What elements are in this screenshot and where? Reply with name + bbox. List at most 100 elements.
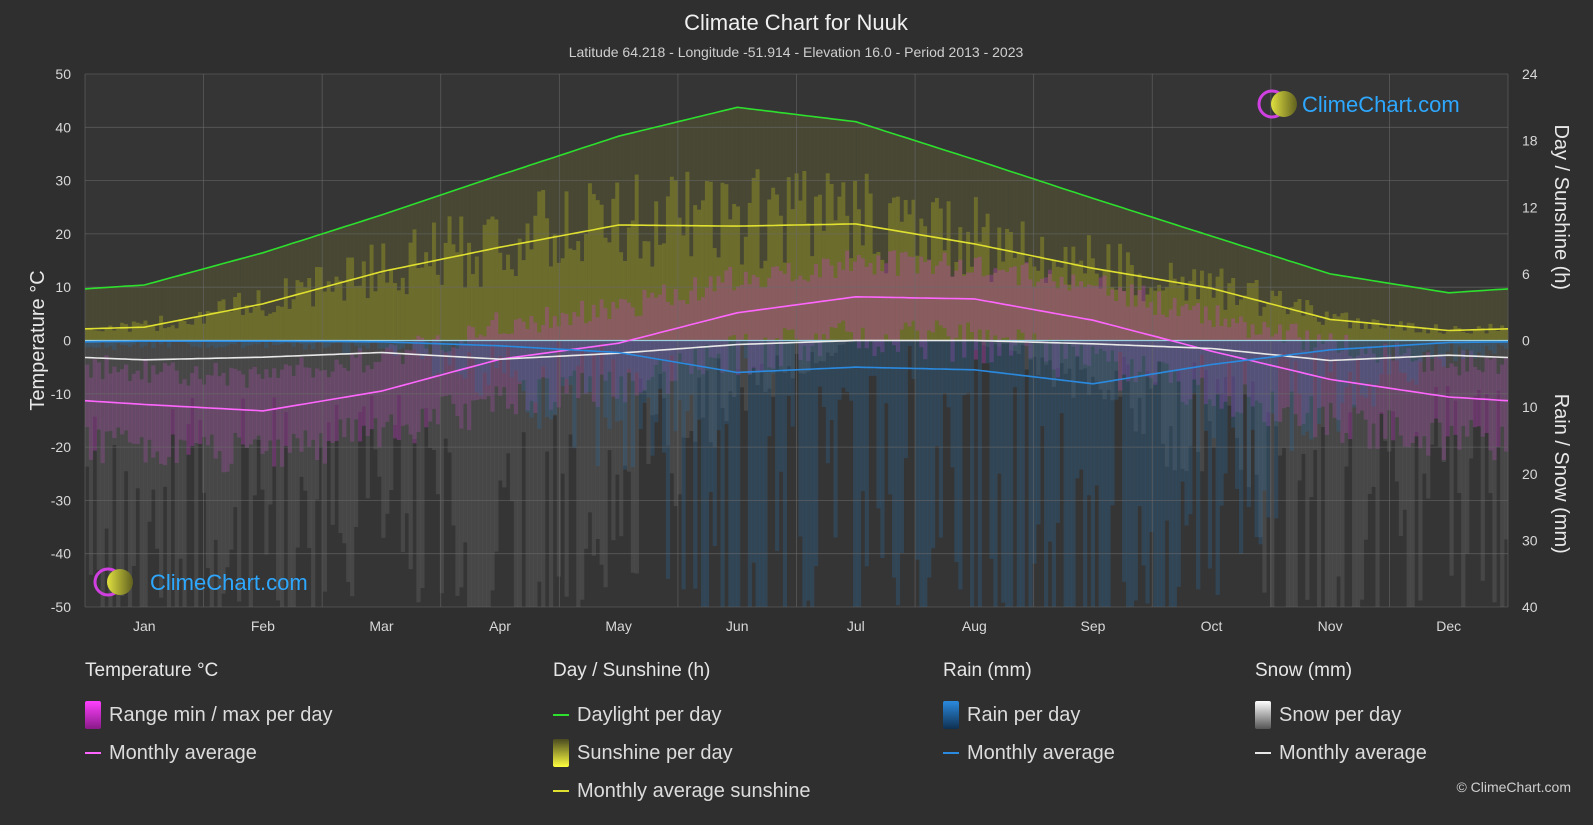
- rain-bar: [88, 340, 94, 347]
- legend-temp-range-label: Range min / max per day: [109, 703, 333, 726]
- sunshine-bar: [381, 243, 386, 341]
- rain-bar: [291, 340, 296, 347]
- sunshine-bar: [739, 264, 745, 341]
- sunshine-bar: [1238, 299, 1244, 341]
- snow-bar: [1266, 340, 1271, 413]
- sunshine-bar: [373, 291, 378, 341]
- sunshine-bar: [724, 184, 729, 341]
- rain-bar: [595, 340, 600, 467]
- sunshine-bar: [1012, 257, 1018, 341]
- snow-bar: [1235, 340, 1240, 438]
- rain-bar: [1145, 340, 1150, 604]
- daylight-band: [1355, 278, 1361, 341]
- daylight-band: [513, 169, 519, 341]
- snow-bar: [139, 340, 144, 607]
- snow-bar: [174, 340, 179, 607]
- rain-bar: [716, 340, 721, 431]
- sunshine-bar: [416, 268, 421, 341]
- snow-bar: [424, 340, 429, 408]
- sunshine-bar: [1071, 246, 1076, 341]
- temp-range-bar: [1476, 369, 1482, 427]
- sunshine-bar: [1336, 316, 1341, 341]
- snow-bar: [396, 340, 402, 395]
- rain-bar: [1320, 340, 1326, 377]
- temp-range-bar: [291, 375, 296, 434]
- sunshine-bar: [159, 315, 164, 341]
- temp-range-bar: [1129, 284, 1135, 360]
- snow-bar: [346, 340, 351, 582]
- daylight-band: [509, 171, 515, 341]
- legend-snow: Snow (mm) Snow per day Monthly average: [1255, 660, 1427, 772]
- snow-bar: [260, 340, 265, 490]
- snow-bar: [1040, 340, 1045, 358]
- snow-bar: [240, 340, 246, 399]
- snow-bar: [1453, 340, 1458, 401]
- sunshine-bar: [973, 197, 979, 341]
- sunshine-bar: [853, 180, 858, 341]
- rain-bar: [1094, 340, 1099, 486]
- temp-range-bar: [120, 369, 125, 435]
- temp-range-bar: [385, 347, 390, 422]
- rain-bar: [860, 340, 866, 492]
- rain-bar: [1079, 340, 1084, 470]
- sunshine-bar: [272, 312, 277, 341]
- snow-bar: [611, 340, 616, 541]
- snow-bar: [1188, 340, 1193, 446]
- daylight-band: [147, 283, 152, 341]
- left-tick-label: 0: [63, 333, 71, 349]
- daylight-band: [135, 285, 140, 341]
- temp-range-bar: [1024, 262, 1029, 346]
- temp-range-bar: [700, 297, 706, 375]
- rain-bar: [451, 340, 456, 345]
- sunshine-bar: [595, 200, 600, 341]
- snow-bar: [334, 340, 339, 405]
- rain-bar: [700, 340, 706, 607]
- temp-range-bar: [595, 317, 600, 407]
- temp-range-bar: [330, 371, 335, 443]
- snow-bar: [548, 340, 554, 607]
- sunshine-bar: [459, 216, 464, 341]
- snow-bar: [697, 340, 702, 378]
- rain-bar: [821, 340, 827, 407]
- sunshine-bar: [439, 284, 444, 341]
- temp-range-bar: [209, 375, 214, 435]
- rain-bar: [732, 340, 737, 607]
- sunshine-bar: [1274, 296, 1279, 341]
- snow-bar: [1305, 340, 1310, 600]
- rain-bar: [1044, 340, 1049, 607]
- temp-range-bar: [1469, 350, 1474, 421]
- temp-range-bar: [591, 304, 597, 402]
- rain-bar: [151, 340, 156, 349]
- temp-range-bar: [564, 314, 569, 394]
- temp-range-bar: [1418, 358, 1423, 449]
- snow-bar: [1200, 340, 1205, 472]
- rain-bar: [895, 340, 901, 606]
- temp-range-bar: [849, 271, 854, 333]
- rain-bar: [1289, 340, 1294, 451]
- sunshine-bar: [428, 266, 433, 341]
- snow-bar: [1164, 340, 1170, 467]
- snow-bar: [576, 340, 581, 607]
- sunshine-bar: [954, 261, 959, 341]
- snow-bar: [1090, 340, 1096, 377]
- snow-bar: [467, 340, 472, 607]
- temp-range-bar: [1266, 327, 1271, 427]
- temp-range-bar: [798, 275, 803, 360]
- sunshine-bar: [619, 252, 624, 341]
- temp-range-bar: [389, 344, 394, 415]
- daylight-band: [194, 270, 199, 341]
- sunshine-bar: [782, 262, 788, 341]
- snow-bar: [147, 340, 152, 522]
- daylight-band: [646, 128, 651, 341]
- rain-bar: [1484, 340, 1489, 347]
- temp-range-bar: [408, 350, 413, 435]
- rain-bar: [408, 340, 413, 343]
- snow-bar: [673, 340, 678, 507]
- temp-range-bar: [1133, 306, 1138, 383]
- rain-bar: [927, 340, 932, 578]
- snow-bar: [463, 340, 468, 543]
- sunshine-bar: [1051, 259, 1057, 341]
- snow-bar: [1192, 340, 1197, 363]
- snow-bar: [276, 340, 281, 601]
- snow-bar: [377, 340, 382, 477]
